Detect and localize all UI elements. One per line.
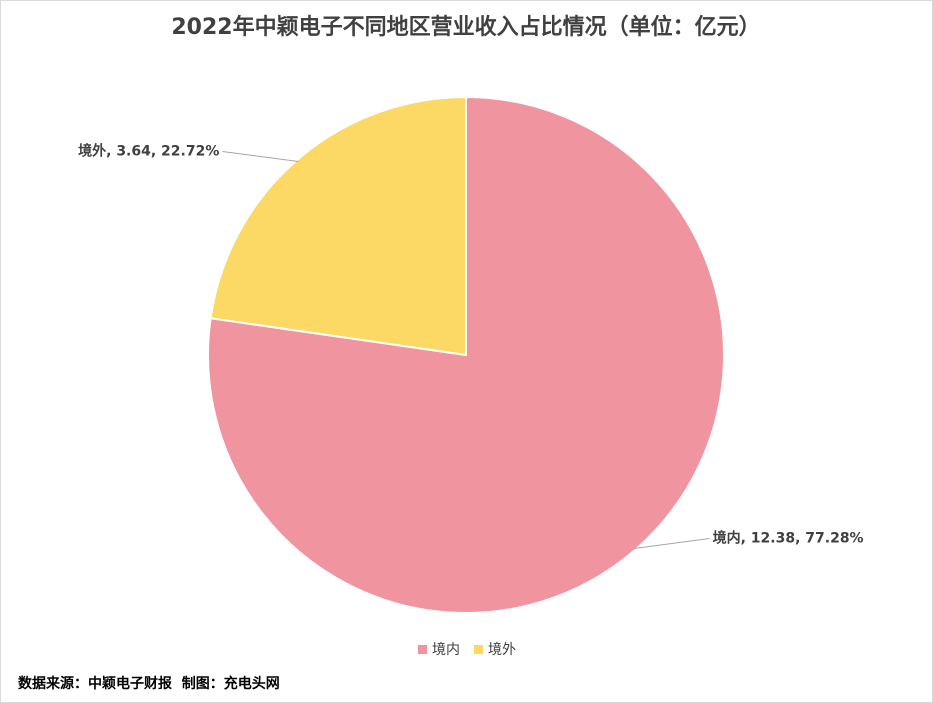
data-label: 境外, 3.64, 22.72% [78,142,219,159]
data-label: 境内, 12.38, 77.28% [713,530,864,547]
legend-label: 境内 [432,642,460,658]
leader-line [633,538,710,549]
legend-swatch [474,645,483,654]
chart-title: 2022年中颖电子不同地区营业收入占比情况（单位：亿元） [171,14,760,40]
legend-label: 境外 [488,642,516,658]
source-note: 数据来源：中颖电子财报 制图：充电头网 [18,675,280,692]
pie-slice [207,95,725,614]
pie-slice [209,95,467,357]
legend-swatch [418,645,427,654]
leader-line [222,151,299,162]
